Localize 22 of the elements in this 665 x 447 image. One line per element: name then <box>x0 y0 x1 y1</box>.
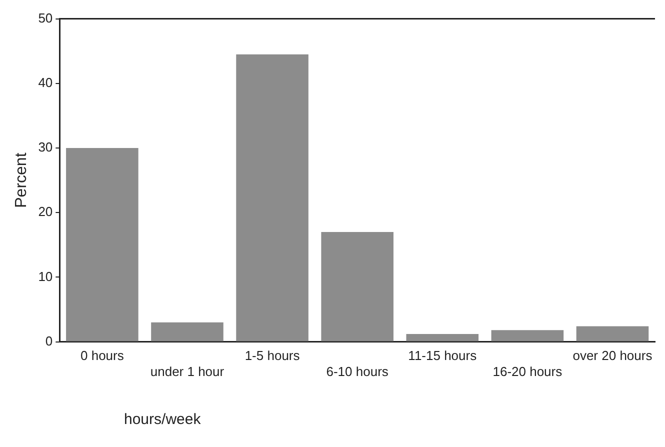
y-tick-label: 0 <box>45 333 53 348</box>
bar <box>66 148 138 342</box>
x-tick-label: 16-20 hours <box>492 364 563 379</box>
y-tick-label: 20 <box>38 204 53 220</box>
y-tick-label: 10 <box>38 268 53 284</box>
x-tick-label: 1-5 hours <box>244 348 300 364</box>
x-tick-label: 0 hours <box>80 348 124 364</box>
y-axis-title: Percent <box>13 152 30 208</box>
bar <box>236 54 308 342</box>
bar <box>576 326 649 342</box>
x-tick-label: 11-15 hours <box>408 348 478 364</box>
y-tick-label: 40 <box>38 74 53 90</box>
x-tick-label: 6-10 hours <box>326 364 389 379</box>
bar <box>491 330 564 342</box>
bar <box>321 232 394 342</box>
bar <box>406 334 479 342</box>
y-tick-label: 30 <box>38 140 53 155</box>
y-tick-label: 50 <box>38 10 53 26</box>
x-tick-label: over 20 hours <box>572 348 653 364</box>
x-axis-title: hours/week <box>124 411 202 428</box>
x-tick-label: under 1 hour <box>150 364 225 379</box>
bar <box>151 322 224 342</box>
